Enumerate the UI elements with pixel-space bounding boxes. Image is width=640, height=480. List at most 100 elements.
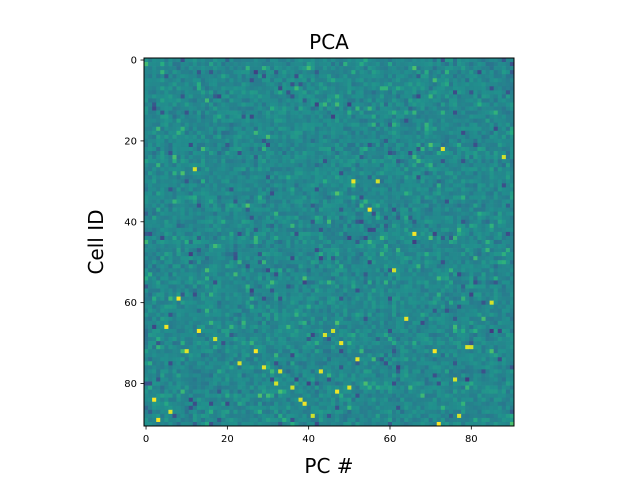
heatmap-cell	[156, 195, 161, 200]
heatmap-cell	[367, 122, 373, 128]
heatmap-cell	[294, 126, 299, 132]
heatmap-cell	[148, 106, 153, 111]
heatmap-cell	[148, 227, 153, 233]
heatmap-cell	[172, 171, 177, 176]
heatmap-cell	[432, 122, 438, 128]
heatmap-cell	[213, 126, 218, 132]
heatmap-cell	[152, 130, 157, 136]
heatmap-cell	[485, 227, 490, 233]
heatmap-cell	[469, 110, 474, 115]
heatmap-cell	[485, 151, 490, 156]
heatmap-cell	[412, 138, 417, 144]
heatmap-cell	[229, 58, 234, 63]
heatmap-cell	[387, 102, 393, 107]
heatmap-cell	[233, 122, 238, 128]
heatmap-cell	[180, 183, 186, 188]
heatmap-cell	[213, 256, 218, 261]
heatmap-cell	[412, 211, 417, 217]
heatmap-cell	[213, 268, 218, 273]
heatmap-cell	[432, 175, 438, 180]
heatmap-cell	[318, 163, 324, 168]
heatmap-cell	[221, 252, 226, 257]
heatmap-cell	[172, 227, 177, 233]
heatmap-cell	[253, 130, 259, 136]
heatmap-cell	[416, 58, 421, 63]
heatmap-cell	[473, 260, 478, 265]
heatmap-cell	[180, 98, 186, 103]
heatmap-cell	[461, 219, 466, 225]
heatmap-cell	[477, 90, 482, 95]
heatmap-cell	[278, 70, 283, 75]
heatmap-cell	[432, 138, 438, 144]
heatmap-cell	[156, 66, 161, 71]
heatmap-cell	[387, 126, 393, 132]
heatmap-cell	[290, 151, 295, 156]
heatmap-cell	[404, 114, 409, 120]
heatmap-cell	[144, 94, 149, 99]
heatmap-cell	[217, 256, 222, 261]
heatmap-cell	[237, 114, 242, 120]
heatmap-cell	[326, 90, 332, 95]
heatmap-cell	[465, 142, 470, 148]
heatmap-cell	[237, 179, 242, 184]
heatmap-cell	[270, 183, 275, 188]
heatmap-cell	[229, 159, 234, 164]
heatmap-cell	[509, 70, 515, 75]
heatmap-cell	[509, 90, 515, 95]
heatmap-cell	[221, 82, 226, 87]
heatmap-cell	[294, 66, 299, 71]
heatmap-cell	[294, 179, 299, 184]
heatmap-cell	[164, 106, 169, 111]
heatmap-cell	[200, 118, 206, 124]
heatmap-cell	[290, 74, 295, 79]
heatmap-cell	[396, 260, 401, 265]
heatmap-cell	[282, 155, 287, 160]
heatmap-cell	[278, 110, 283, 115]
heatmap-cell	[440, 264, 446, 269]
heatmap-cell	[493, 219, 499, 225]
heatmap-cell	[477, 146, 482, 152]
heatmap-cell	[400, 110, 405, 115]
heatmap-cell	[436, 102, 442, 107]
heatmap-cell	[164, 235, 169, 241]
heatmap-cell	[164, 264, 169, 269]
heatmap-cell	[196, 130, 202, 136]
heatmap-cell	[444, 146, 450, 152]
heatmap-cell	[221, 256, 226, 261]
heatmap-cell	[241, 70, 246, 75]
heatmap-cell	[432, 82, 438, 87]
heatmap-cell	[509, 58, 515, 63]
heatmap-cell	[355, 256, 360, 261]
heatmap-cell	[278, 252, 283, 257]
heatmap-cell	[481, 98, 486, 103]
heatmap-cell	[188, 256, 194, 261]
heatmap-cell	[396, 171, 401, 176]
heatmap-cell	[408, 183, 413, 188]
heatmap-cell	[310, 82, 316, 87]
heatmap-cell	[237, 215, 242, 221]
heatmap-cell	[448, 138, 454, 144]
heatmap-cell	[217, 151, 222, 156]
heatmap-cell	[355, 239, 360, 245]
heatmap-cell	[265, 171, 271, 176]
heatmap-cell	[428, 235, 434, 241]
heatmap-cell	[367, 82, 373, 87]
heatmap-cell	[408, 223, 413, 229]
heatmap-cell	[176, 183, 181, 188]
heatmap-cell	[331, 256, 336, 261]
heatmap-cell	[379, 276, 385, 281]
heatmap-cell	[396, 195, 401, 200]
heatmap-cell	[436, 203, 442, 208]
heatmap-cell	[424, 175, 429, 180]
heatmap-cell	[302, 276, 307, 281]
heatmap-cell	[290, 175, 295, 180]
heatmap-cell	[196, 195, 202, 200]
heatmap-cell	[501, 219, 507, 225]
heatmap-cell	[209, 260, 214, 265]
heatmap-cell	[233, 138, 238, 144]
heatmap-cell	[392, 106, 397, 111]
heatmap-cell	[282, 203, 287, 208]
heatmap-cell	[172, 272, 177, 277]
heatmap-cell	[363, 244, 368, 249]
heatmap-cell	[168, 118, 173, 124]
